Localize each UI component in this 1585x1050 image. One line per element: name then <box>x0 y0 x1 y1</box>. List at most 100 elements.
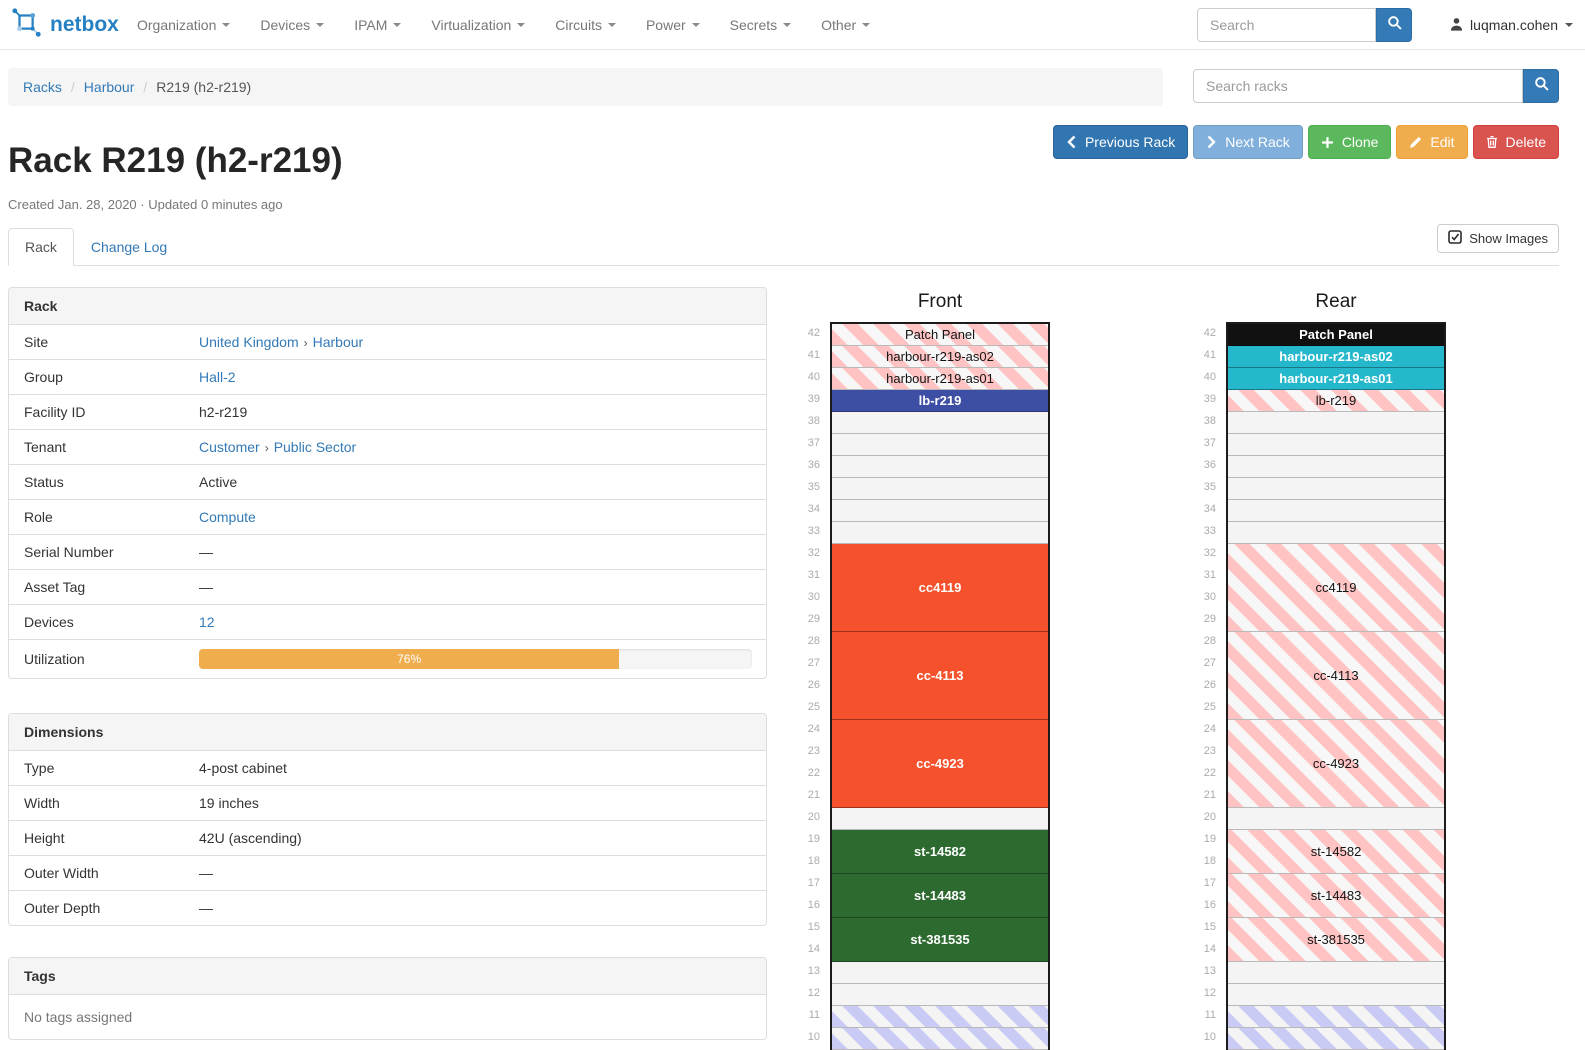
unit-number-29: 29 <box>1203 613 1216 625</box>
rack-unit-empty-u34[interactable] <box>1228 500 1444 522</box>
search-racks-button[interactable] <box>1523 69 1559 103</box>
search-input[interactable] <box>1197 8 1376 42</box>
attr-row-group: Group Hall-2 <box>9 359 766 394</box>
attr-row-type: Type 4-post cabinet <box>9 751 766 785</box>
plus-icon <box>1321 136 1334 149</box>
device-label: st-14483 <box>913 888 967 903</box>
rack-unit-st-14483[interactable]: st-14483 <box>832 874 1048 918</box>
next-rack-button[interactable]: Next Rack <box>1193 125 1303 159</box>
rack-unit-cc4119[interactable]: cc4119 <box>1228 544 1444 632</box>
tab-rack[interactable]: Rack <box>8 228 74 266</box>
clone-button[interactable]: Clone <box>1307 125 1392 159</box>
tab-change-log[interactable]: Change Log <box>90 239 168 255</box>
attr-label: Outer Width <box>24 865 99 881</box>
breadcrumb-item-harbour[interactable]: Harbour <box>83 79 135 95</box>
rack-unit-empty-u33[interactable] <box>832 522 1048 544</box>
previous-rack-button[interactable]: Previous Rack <box>1052 125 1189 159</box>
delete-button[interactable]: Delete <box>1472 125 1559 159</box>
rack-unit-empty-u13[interactable] <box>1228 962 1444 984</box>
rack-unit-empty-u36[interactable] <box>1228 456 1444 478</box>
user-menu[interactable]: luqman.cohen <box>1450 0 1573 50</box>
edit-button[interactable]: Edit <box>1396 125 1468 159</box>
rack-unit-empty-u12[interactable] <box>1228 984 1444 1006</box>
link-hall-2[interactable]: Hall-2 <box>199 369 236 385</box>
rack-unit-patch-panel[interactable]: Patch Panel <box>1228 324 1444 346</box>
rack-unit-cc-4923[interactable]: cc-4923 <box>832 720 1048 808</box>
rack-unit-empty-u33[interactable] <box>1228 522 1444 544</box>
unit-number-28: 28 <box>807 635 820 647</box>
rack-unit-lb-r219[interactable]: lb-r219 <box>832 390 1048 412</box>
unit-number-20: 20 <box>807 811 820 823</box>
link-12[interactable]: 12 <box>199 614 215 630</box>
rack-unit-empty-u20[interactable] <box>1228 808 1444 830</box>
attr-value: — <box>199 570 766 604</box>
tags-panel-title: Tags <box>9 958 766 995</box>
nav-item-circuits[interactable]: Circuits <box>540 0 631 50</box>
rack-panel-rows: Site United Kingdom › Harbour Group Hall-2 Fac… <box>9 325 766 678</box>
rack-unit-st-14483[interactable]: st-14483 <box>1228 874 1444 918</box>
attr-value: 12 <box>199 605 766 639</box>
rack-unit-cc4119[interactable]: cc4119 <box>832 544 1048 632</box>
rack-unit-cc-4113[interactable]: cc-4113 <box>832 632 1048 720</box>
nav-item-label: Power <box>645 17 686 33</box>
rack-unit-lb-r219[interactable]: lb-r219 <box>1228 390 1444 412</box>
rack-unit-empty-u12[interactable] <box>832 984 1048 1006</box>
rack-unit-empty-u37[interactable] <box>832 434 1048 456</box>
rack-unit-reserved-u10[interactable] <box>832 1028 1048 1050</box>
link-customer[interactable]: Customer <box>199 439 260 455</box>
breadcrumb-item-racks[interactable]: Racks <box>23 79 62 95</box>
attr-label: Outer Depth <box>24 900 101 916</box>
rack-unit-empty-u38[interactable] <box>832 412 1048 434</box>
page-meta: Created Jan. 28, 2020 · Updated 0 minute… <box>8 197 283 212</box>
rack-unit-empty-u20[interactable] <box>832 808 1048 830</box>
netbox-brand[interactable]: netbox <box>12 0 119 50</box>
rack-unit-empty-u36[interactable] <box>832 456 1048 478</box>
rack-unit-reserved-u11[interactable] <box>832 1006 1048 1028</box>
device-label: cc-4923 <box>916 756 964 771</box>
nav-item-devices[interactable]: Devices <box>245 0 339 50</box>
nav-item-power[interactable]: Power <box>631 0 715 50</box>
link-united-kingdom[interactable]: United Kingdom <box>199 334 299 350</box>
rack-unit-patch-panel[interactable]: Patch Panel <box>832 324 1048 346</box>
device-label: harbour-r219-as02 <box>1279 349 1393 364</box>
unit-number-16: 16 <box>1203 899 1216 911</box>
pencil-icon <box>1409 136 1422 149</box>
rear-rack-elevation: Patch Panel harbour-r219-as02 harbour-r219… <box>1226 322 1446 1050</box>
link-harbour[interactable]: Harbour <box>312 334 364 350</box>
rack-unit-harbour-r219-as02[interactable]: harbour-r219-as02 <box>1228 346 1444 368</box>
rack-unit-harbour-r219-as02[interactable]: harbour-r219-as02 <box>832 346 1048 368</box>
nav-item-secrets[interactable]: Secrets <box>715 0 806 50</box>
rack-unit-st-14582[interactable]: st-14582 <box>1228 830 1444 874</box>
rack-unit-empty-u13[interactable] <box>832 962 1048 984</box>
attr-row-site: Site United Kingdom › Harbour <box>9 325 766 359</box>
nav-item-ipam[interactable]: IPAM <box>339 0 416 50</box>
rack-unit-st-381535[interactable]: st-381535 <box>832 918 1048 962</box>
rack-unit-harbour-r219-as01[interactable]: harbour-r219-as01 <box>1228 368 1444 390</box>
search-button[interactable] <box>1376 8 1412 42</box>
rack-unit-cc-4923[interactable]: cc-4923 <box>1228 720 1444 808</box>
nav-item-organization[interactable]: Organization <box>122 0 245 50</box>
brand-name: netbox <box>50 13 119 36</box>
nav-item-other[interactable]: Other <box>806 0 885 50</box>
link-compute[interactable]: Compute <box>199 509 256 525</box>
search-racks-input[interactable] <box>1193 69 1523 103</box>
attr-label: Height <box>24 830 65 846</box>
rack-unit-harbour-r219-as01[interactable]: harbour-r219-as01 <box>832 368 1048 390</box>
value-text: — <box>199 900 213 916</box>
rack-unit-empty-u34[interactable] <box>832 500 1048 522</box>
rack-unit-cc-4113[interactable]: cc-4113 <box>1228 632 1444 720</box>
rack-unit-st-14582[interactable]: st-14582 <box>832 830 1048 874</box>
device-label: cc4119 <box>918 580 962 595</box>
nav-item-virtualization[interactable]: Virtualization <box>416 0 540 50</box>
unit-number-19: 19 <box>1203 833 1216 845</box>
rack-unit-reserved-u10[interactable] <box>1228 1028 1444 1050</box>
rack-unit-empty-u35[interactable] <box>1228 478 1444 500</box>
show-images-button[interactable]: Show Images <box>1437 224 1559 253</box>
link-public-sector[interactable]: Public Sector <box>273 439 357 455</box>
rack-unit-empty-u35[interactable] <box>832 478 1048 500</box>
rack-unit-empty-u38[interactable] <box>1228 412 1444 434</box>
rack-unit-reserved-u11[interactable] <box>1228 1006 1444 1028</box>
attr-row-outer-depth: Outer Depth — <box>9 890 766 925</box>
rack-unit-empty-u37[interactable] <box>1228 434 1444 456</box>
rack-unit-st-381535[interactable]: st-381535 <box>1228 918 1444 962</box>
